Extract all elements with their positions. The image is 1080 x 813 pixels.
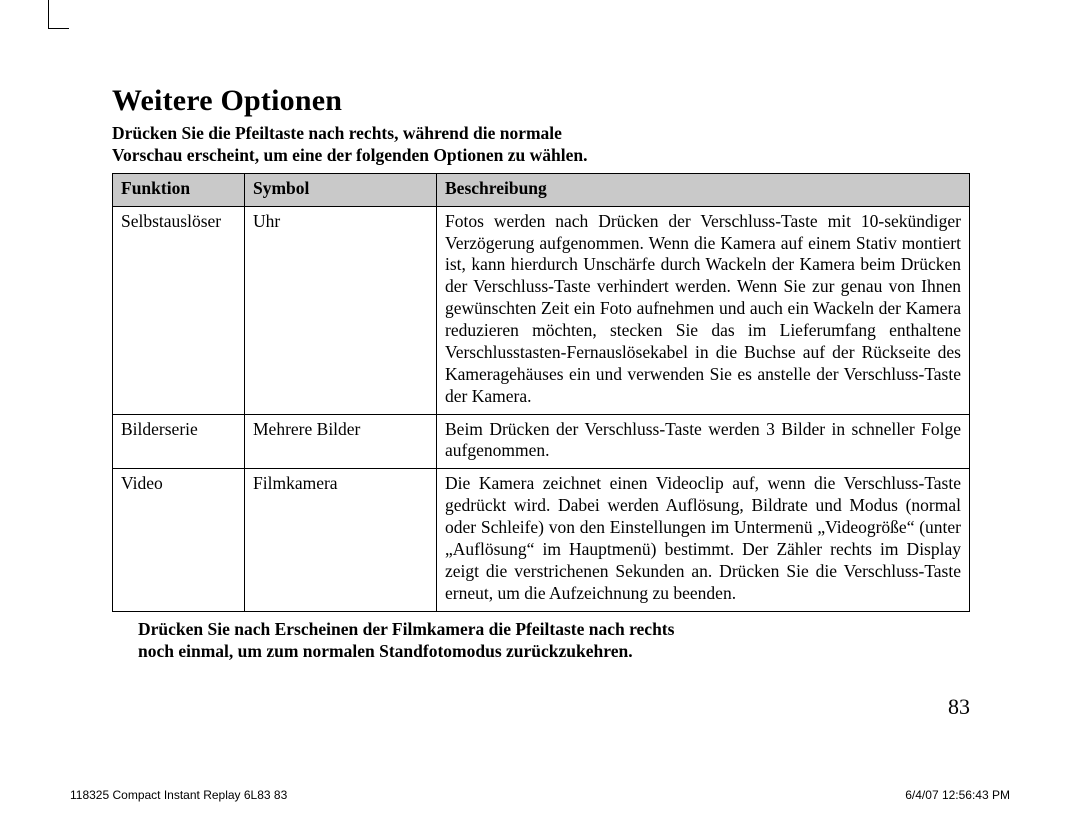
table-row: Selbstauslöser Uhr Fotos werden nach Drü… (113, 206, 970, 414)
cell-funktion: Bilderserie (113, 414, 245, 469)
outro-line-1: Drücken Sie nach Erscheinen der Filmkame… (138, 619, 674, 639)
th-symbol: Symbol (245, 173, 437, 206)
cell-symbol: Filmkamera (245, 469, 437, 611)
cell-beschreibung: Beim Drücken der Verschluss-Taste werden… (437, 414, 970, 469)
cell-symbol: Mehrere Bilder (245, 414, 437, 469)
table-row: Bilderserie Mehrere Bilder Beim Drücken … (113, 414, 970, 469)
outro-text: Drücken Sie nach Erscheinen der Filmkame… (138, 618, 970, 663)
outro-line-2: noch einmal, um zum normalen Standfotomo… (138, 641, 633, 661)
intro-text: Drücken Sie die Pfeiltaste nach rechts, … (112, 122, 970, 167)
th-funktion: Funktion (113, 173, 245, 206)
intro-line-2: Vorschau erscheint, um eine der folgende… (112, 145, 587, 165)
th-beschreibung: Beschreibung (437, 173, 970, 206)
crop-mark-icon (48, 0, 69, 29)
footer-right: 6/4/07 12:56:43 PM (905, 788, 1010, 802)
cell-beschreibung: Fotos werden nach Drücken der Verschluss… (437, 206, 970, 414)
intro-line-1: Drücken Sie die Pfeiltaste nach rechts, … (112, 123, 562, 143)
table-header-row: Funktion Symbol Beschreibung (113, 173, 970, 206)
page: Weitere Optionen Drücken Sie die Pfeilta… (0, 0, 1080, 813)
cell-funktion: Selbstauslöser (113, 206, 245, 414)
content-area: Weitere Optionen Drücken Sie die Pfeilta… (112, 84, 970, 662)
page-title: Weitere Optionen (112, 84, 970, 118)
page-number: 83 (948, 694, 970, 720)
footer-left: 118325 Compact Instant Replay 6L83 83 (70, 788, 287, 802)
cell-symbol: Uhr (245, 206, 437, 414)
cell-funktion: Video (113, 469, 245, 611)
options-table: Funktion Symbol Beschreibung Selbstauslö… (112, 173, 970, 612)
table-row: Video Filmkamera Die Kamera zeichnet ein… (113, 469, 970, 611)
cell-beschreibung: Die Kamera zeichnet einen Videoclip auf,… (437, 469, 970, 611)
